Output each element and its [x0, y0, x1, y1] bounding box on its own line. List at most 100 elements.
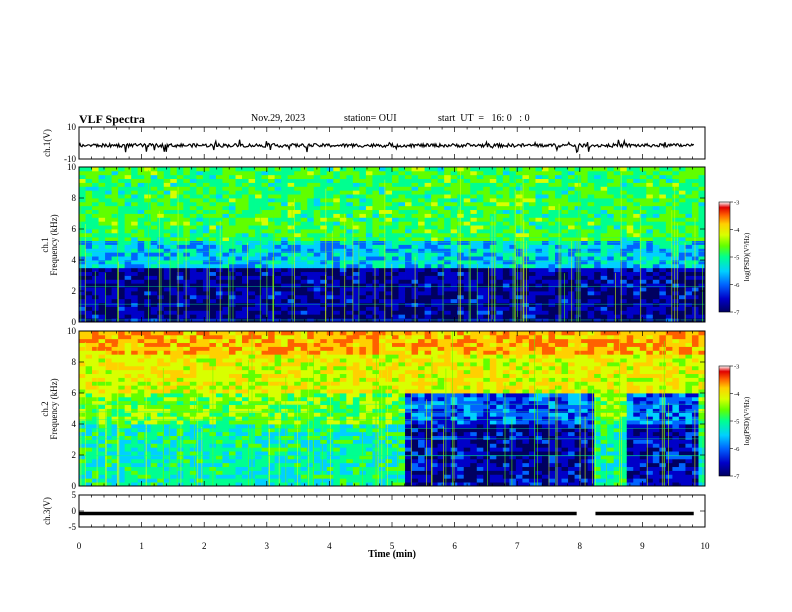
- spectrogram-cell: [600, 217, 608, 222]
- spectrogram-cell: [183, 298, 191, 304]
- spectrogram-cell: [646, 310, 654, 315]
- spectrogram-cell: [528, 298, 536, 304]
- spectrogram-cell: [183, 287, 191, 292]
- spectrogram-cell: [607, 198, 615, 203]
- spectrogram-cell: [242, 346, 249, 351]
- spectrogram-cell: [372, 263, 380, 269]
- spectrogram-cell: [248, 279, 256, 284]
- spectrogram-cell: [352, 287, 360, 292]
- spectrogram-cell: [131, 474, 139, 479]
- spectrogram-cell: [307, 314, 315, 319]
- spectrogram-cell: [392, 244, 399, 249]
- spectrogram-cell: [189, 358, 197, 363]
- spectrogram-cell: [209, 213, 217, 218]
- spectrogram-cell: [150, 377, 158, 382]
- spectrogram-cell: [105, 314, 112, 319]
- spectrogram-cell: [385, 279, 393, 284]
- spectrogram-cell: [163, 310, 171, 315]
- spectrogram-cell: [294, 229, 302, 234]
- spectrogram-cell: [392, 174, 399, 180]
- spectrogram-cell: [470, 291, 478, 296]
- spectrogram-cell: [248, 267, 256, 273]
- spectrogram-cell: [691, 232, 699, 238]
- spectrogram-cell: [378, 287, 386, 292]
- spectrogram-cell: [209, 186, 217, 191]
- spectrogram-cell: [255, 174, 262, 180]
- spectrogram-cell: [124, 408, 132, 413]
- spectrogram-cell: [92, 217, 99, 222]
- spectrogram-cell: [242, 174, 249, 180]
- spectrogram-cell: [170, 283, 178, 288]
- spectrogram-cell: [326, 201, 334, 207]
- spectrogram-cell: [365, 310, 373, 315]
- spectrogram-cell: [137, 408, 145, 413]
- spectrogram-cell: [176, 482, 184, 487]
- spectrogram-cell: [131, 225, 139, 230]
- spectrogram-cell: [522, 186, 530, 191]
- spectrogram-cell: [111, 201, 119, 207]
- spectrogram-cell: [587, 267, 595, 273]
- spectrogram-cell: [189, 318, 197, 323]
- spectrogram-cell: [85, 225, 93, 230]
- spectrogram-cell: [215, 225, 223, 230]
- spectrogram-cell: [118, 474, 126, 479]
- spectrogram-cell: [215, 279, 223, 284]
- spectrogram-cell: [183, 209, 191, 214]
- spectrogram-cell: [313, 217, 321, 222]
- spectrogram-cell: [541, 174, 549, 180]
- spectrogram-cell: [600, 229, 608, 234]
- spectrogram-cell: [620, 198, 628, 203]
- spectrogram-cell: [678, 306, 686, 311]
- spectrogram-cell: [652, 217, 660, 222]
- spectrogram-cell: [98, 451, 106, 456]
- spectrogram-cell: [626, 267, 634, 273]
- spectrogram-cell: [222, 275, 230, 280]
- spectrogram-cell: [470, 256, 478, 261]
- spectrogram-cell: [196, 229, 204, 234]
- spectrogram-cell: [691, 225, 699, 230]
- spectrogram-cell: [587, 201, 595, 207]
- spectrogram-cell: [111, 194, 119, 199]
- spectrogram-cell: [176, 427, 184, 433]
- spectrogram-cell: [522, 194, 530, 199]
- spectrogram-cell: [228, 291, 236, 296]
- spectrogram-cell: [639, 194, 647, 199]
- spectrogram-cell: [79, 178, 86, 183]
- spectrogram-cell: [79, 470, 86, 475]
- spectrogram-cell: [79, 252, 86, 257]
- spectrogram-cell: [228, 389, 236, 394]
- spectrogram-cell: [639, 252, 647, 257]
- spectrogram-cell: [548, 201, 556, 207]
- spectrogram-cell: [489, 205, 497, 211]
- spectrogram-cell: [144, 385, 152, 390]
- spectrogram-cell: [639, 182, 647, 187]
- spectrogram-cell: [574, 190, 582, 195]
- spectrogram-cell: [111, 260, 119, 265]
- spectrogram-cell: [170, 408, 178, 413]
- spectrogram-cell: [470, 232, 478, 238]
- spectrogram-cell: [183, 385, 191, 390]
- spectrogram-cell: [105, 229, 112, 234]
- spectrogram-cell: [392, 186, 399, 191]
- spectrogram-cell: [581, 302, 589, 307]
- spectrogram-cell: [502, 190, 510, 195]
- spectrogram-cell: [92, 248, 99, 253]
- spectrogram-cell: [131, 167, 139, 172]
- spectrogram-cell: [202, 291, 210, 296]
- spectrogram-cell: [235, 271, 243, 276]
- spectrogram-cell: [620, 182, 628, 187]
- spectrogram-cell: [659, 252, 667, 257]
- spectrogram-cell: [691, 298, 699, 304]
- spectrogram-cell: [463, 221, 471, 226]
- spectrogram-cell: [196, 396, 204, 402]
- spectrogram-cell: [176, 416, 184, 421]
- spectrogram-cell: [176, 298, 184, 304]
- spectrogram-cell: [85, 385, 93, 390]
- spectrogram-cell: [157, 466, 165, 471]
- spectrogram-cell: [555, 294, 562, 300]
- spectrogram-cell: [98, 342, 106, 347]
- spectrogram-cell: [111, 294, 119, 300]
- spectrogram-cell: [235, 194, 243, 199]
- spectrogram-cell: [196, 194, 204, 199]
- spectrogram-cell: [131, 373, 139, 378]
